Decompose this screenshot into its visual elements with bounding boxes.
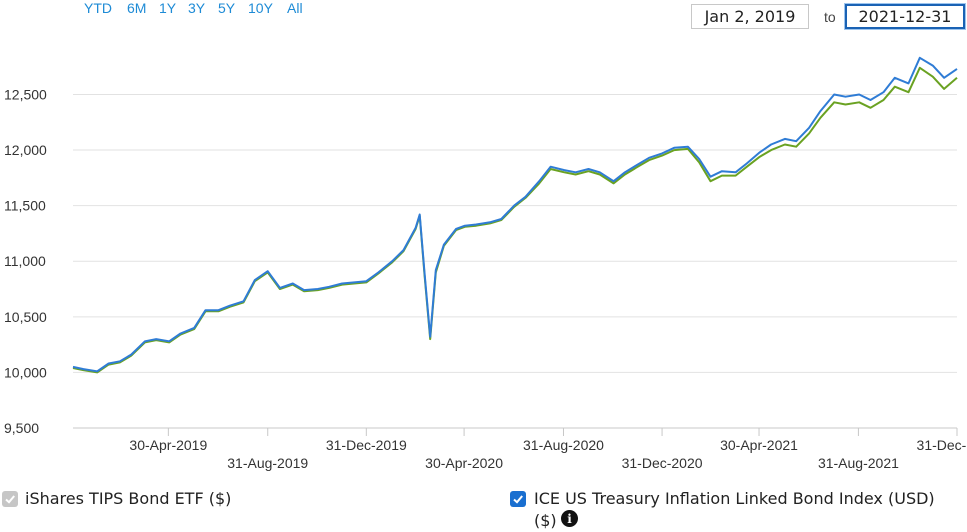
range-button-all[interactable]: All (287, 0, 303, 16)
range-button-3y[interactable]: 3Y (188, 0, 206, 16)
x-tick-label: 31-Dec-2021 (917, 437, 967, 453)
etf-series-line (72, 66, 958, 374)
x-tick-label: 31-Aug-2020 (523, 437, 604, 453)
performance-chart: 9,500 10,000 10,500 11,000 11,500 12,000 12,50… (4, 56, 967, 471)
y-tick-label: 12,500 (4, 86, 47, 102)
checkmark-icon (513, 495, 523, 504)
index-checkbox[interactable] (510, 491, 526, 507)
etf-checkbox[interactable] (2, 491, 18, 507)
index-legend-label: ICE US Treasury Inflation Linked Bond In… (534, 489, 935, 508)
range-button-1y[interactable]: 1Y (159, 0, 177, 16)
info-icon[interactable]: i (561, 510, 578, 527)
checkmark-icon (5, 495, 15, 504)
etf-legend-label: iShares TIPS Bond ETF ($) (25, 489, 232, 508)
x-tick-label: 31-Aug-2019 (227, 455, 308, 471)
to-label: to (824, 9, 836, 25)
x-tick-label: 30-Apr-2021 (720, 437, 798, 453)
y-tick-label: 10,500 (4, 309, 47, 325)
range-button-ytd[interactable]: YTD (84, 0, 112, 16)
to-date-input[interactable]: 2021-12-31 (844, 3, 966, 30)
range-button-10y[interactable]: 10Y (248, 0, 273, 16)
x-tick-label: 31-Dec-2019 (326, 437, 407, 453)
y-tick-label: 10,000 (4, 364, 47, 380)
from-date-input[interactable]: Jan 2, 2019 (691, 4, 809, 29)
y-tick-label: 11,000 (4, 253, 46, 269)
index-series-line (72, 56, 958, 373)
range-button-6m[interactable]: 6M (127, 0, 147, 16)
x-tick-label: 30-Apr-2019 (129, 437, 207, 453)
index-legend-label-unit: ($) (534, 511, 557, 530)
range-button-5y[interactable]: 5Y (218, 0, 236, 16)
x-tick-label: 31-Dec-2020 (622, 455, 703, 471)
y-tick-label: 9,500 (4, 420, 39, 436)
y-tick-label: 11,500 (4, 198, 46, 214)
y-tick-label: 12,000 (4, 142, 47, 158)
x-tick-label: 30-Apr-2020 (425, 455, 503, 471)
x-tick-label: 31-Aug-2021 (818, 455, 899, 471)
